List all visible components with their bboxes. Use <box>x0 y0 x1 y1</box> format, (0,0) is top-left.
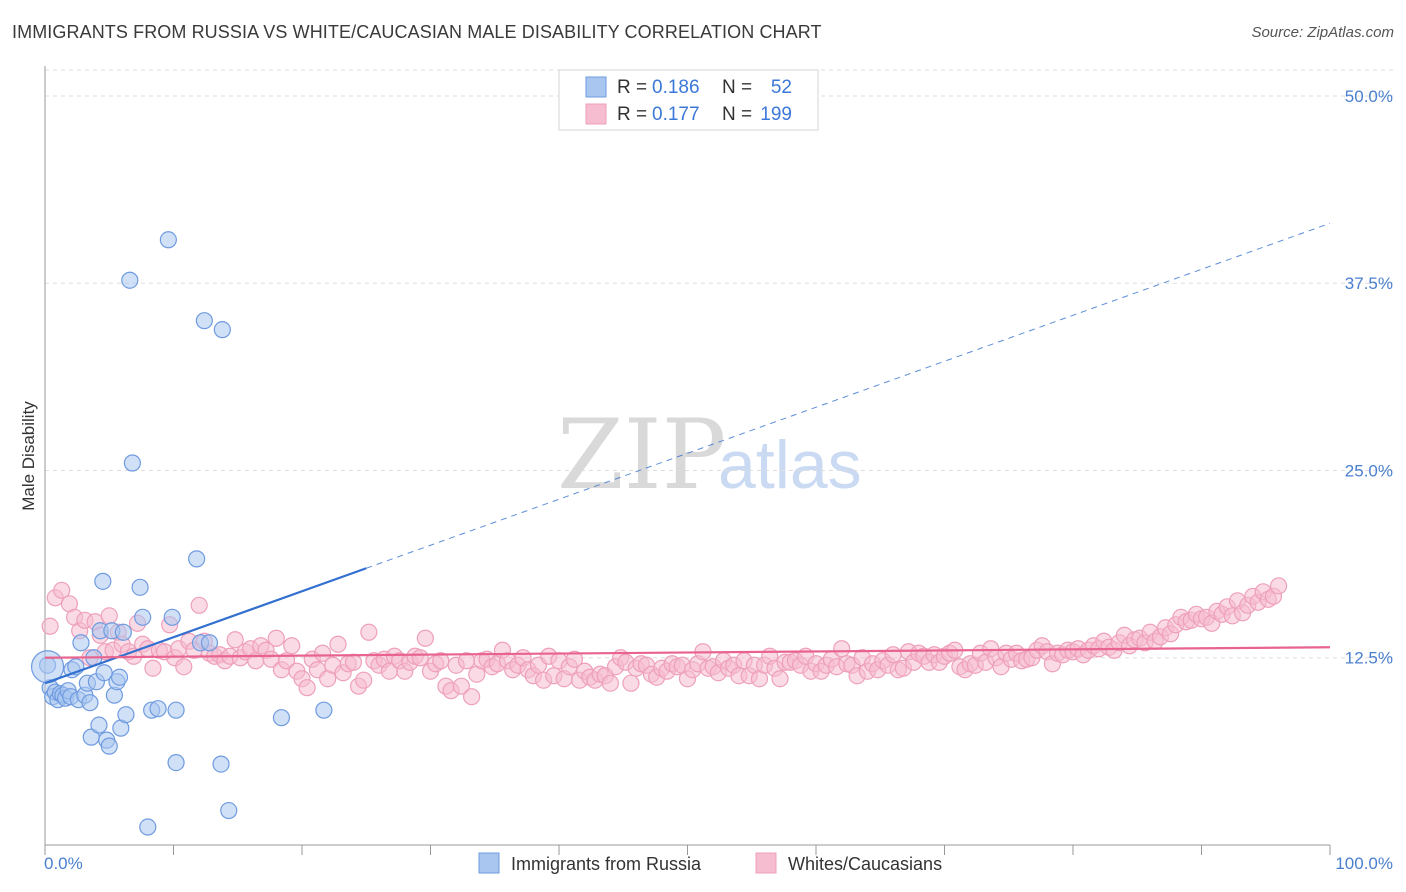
data-point-whites <box>190 596 208 614</box>
data-point-whites <box>416 629 434 647</box>
watermark-atlas: atlas <box>718 427 862 503</box>
chart-title: IMMIGRANTS FROM RUSSIA VS WHITE/CAUCASIA… <box>12 22 822 42</box>
data-point-russia <box>213 321 231 339</box>
legend-n-label-1: N = <box>722 77 752 98</box>
data-point-russia <box>195 312 213 330</box>
data-point-whites <box>411 649 429 667</box>
legend-r-value-1: 0.186 <box>652 77 700 98</box>
bottom-legend-label-1: Immigrants from Russia <box>511 854 702 874</box>
legend-r-label-2: R = <box>617 104 647 125</box>
bottom-legend-swatch-blue <box>478 852 500 874</box>
legend-box: R = 0.186 N = 52 R = 0.177 N = 199 <box>558 69 819 131</box>
data-point-whites <box>175 658 193 676</box>
y-tick-label: 37.5% <box>1345 274 1393 293</box>
y-axis-label: Male Disability <box>19 401 38 511</box>
data-point-russia <box>188 550 206 568</box>
data-point-whites <box>622 674 640 692</box>
trend-lines <box>44 222 1331 685</box>
data-point-whites <box>565 650 584 668</box>
series-immigrants-from-russia <box>30 231 333 836</box>
data-point-russia <box>272 709 291 727</box>
source-label: Source: ZipAtlas.com <box>1251 24 1394 41</box>
data-point-whites <box>144 659 162 677</box>
data-point-russia <box>139 818 157 836</box>
legend-r-label-1: R = <box>617 77 647 98</box>
gridlines <box>45 69 1393 659</box>
data-point-whites <box>267 629 285 647</box>
data-point-whites <box>601 674 620 692</box>
data-point-russia <box>90 716 108 734</box>
data-point-russia <box>81 694 99 712</box>
data-point-russia <box>121 271 139 289</box>
data-point-russia <box>123 454 141 472</box>
y-tick-label: 25.0% <box>1345 461 1393 480</box>
y-tick-label: 50.0% <box>1345 87 1393 106</box>
data-point-russia <box>117 706 135 724</box>
legend-swatch-pink <box>585 103 607 125</box>
legend-n-value-1: 52 <box>771 77 792 98</box>
data-point-whites <box>360 623 378 641</box>
legend-swatch-blue <box>585 76 607 98</box>
x-tick-label-max: 100.0% <box>1335 854 1393 873</box>
watermark-zip: ZIP <box>557 399 726 511</box>
y-tick-label: 12.5% <box>1345 649 1393 668</box>
data-point-whites <box>355 671 373 689</box>
data-point-russia <box>315 701 333 719</box>
data-point-russia <box>167 754 185 772</box>
trend-line-whites <box>44 646 1331 659</box>
data-point-whites <box>771 670 789 688</box>
y-tick-labels: 12.5% 25.0% 37.5% 50.0% <box>1345 87 1393 668</box>
bottom-legend-label-2: Whites/Caucasians <box>788 854 942 874</box>
data-point-whites <box>344 653 362 671</box>
data-point-whites <box>298 679 316 697</box>
data-point-whites <box>452 677 470 695</box>
trend-line-russia <box>44 567 367 685</box>
data-point-whites <box>53 581 71 599</box>
data-point-russia <box>134 608 152 626</box>
x-tick-label-min: 0.0% <box>44 854 83 873</box>
data-point-russia <box>114 623 132 641</box>
data-point-whites <box>329 635 347 653</box>
data-point-russia <box>159 231 177 249</box>
data-point-russia <box>72 634 90 652</box>
legend-n-value-2: 199 <box>760 104 792 125</box>
data-point-russia <box>131 578 149 596</box>
data-point-russia <box>212 755 230 773</box>
data-point-russia <box>110 668 129 686</box>
data-point-whites <box>41 617 59 635</box>
series-whites-caucasians <box>41 577 1288 706</box>
bottom-legend: Immigrants from Russia Whites/Caucasians <box>478 852 942 874</box>
data-point-whites <box>1269 577 1288 595</box>
data-point-whites <box>283 637 301 655</box>
data-point-russia <box>149 700 167 718</box>
x-ticks <box>44 845 1331 855</box>
data-point-russia <box>94 572 112 590</box>
data-point-whites <box>432 652 450 670</box>
data-point-russia <box>163 608 181 626</box>
watermark: ZIP atlas <box>557 399 862 511</box>
bottom-legend-swatch-pink <box>755 852 777 874</box>
data-point-russia <box>100 737 118 755</box>
trend-line-russia-extrapolated <box>366 222 1331 569</box>
legend-n-label-2: N = <box>722 104 752 125</box>
data-point-russia <box>220 801 238 820</box>
data-point-whites <box>100 607 118 625</box>
data-point-whites <box>884 646 902 664</box>
data-point-russia <box>95 664 113 682</box>
data-point-whites <box>226 631 244 649</box>
data-point-whites <box>463 688 481 706</box>
legend-r-value-2: 0.177 <box>652 104 700 125</box>
data-point-russia <box>167 701 185 719</box>
data-point-whites <box>833 640 851 658</box>
data-point-russia <box>200 634 219 652</box>
data-point-whites <box>313 644 332 662</box>
